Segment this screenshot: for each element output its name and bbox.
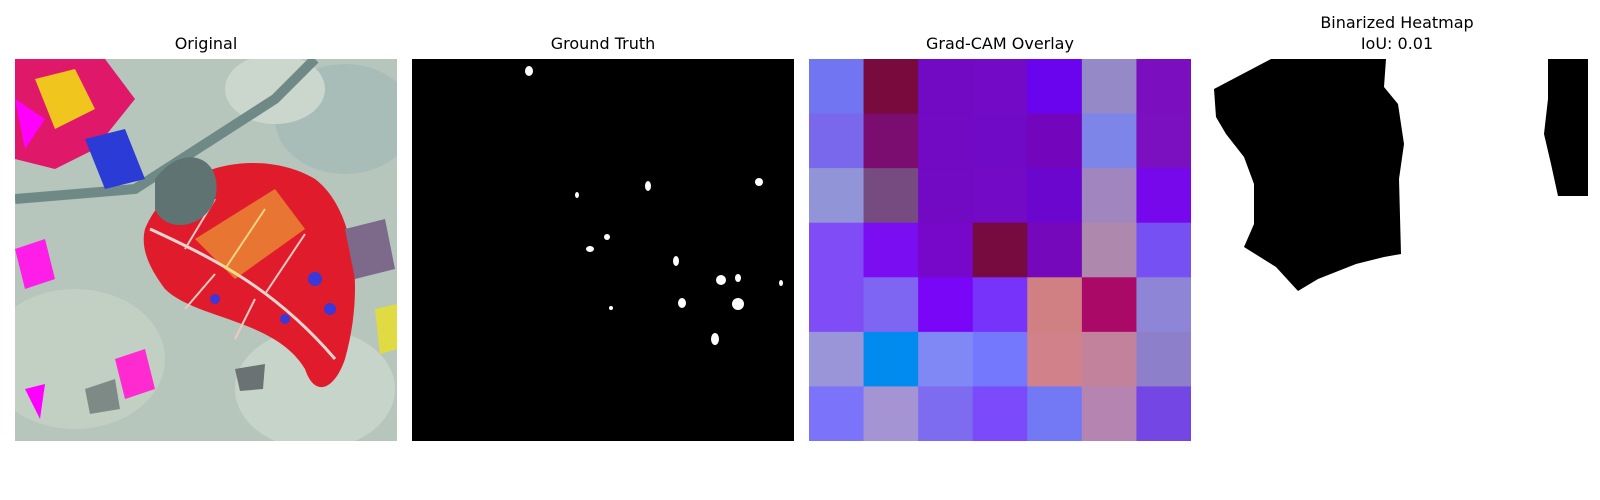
gradcam-cell: [1027, 331, 1083, 387]
gradcam-cell: [1136, 386, 1191, 441]
gradcam-cell: [918, 222, 974, 278]
gradcam-cell: [1081, 331, 1137, 387]
gradcam-cell: [918, 59, 974, 115]
gradcam-cell: [1081, 277, 1137, 333]
original-image: [15, 59, 397, 441]
gradcam-cell: [1027, 386, 1083, 441]
gradcam-cell: [972, 222, 1028, 278]
gradcam-cell: [1136, 59, 1191, 115]
gradcam-cell: [972, 168, 1028, 224]
binarized-region-right: [1544, 59, 1588, 196]
gradcam-cell: [863, 59, 919, 115]
gradcam-cell: [1081, 59, 1137, 115]
gradcam-cell: [1081, 168, 1137, 224]
gradcam-cell: [809, 113, 865, 169]
ground-truth-mask: [412, 59, 794, 441]
gradcam-cell: [809, 222, 865, 278]
gradcam-overlay: [809, 59, 1191, 441]
gradcam-cell: [1136, 113, 1191, 169]
gradcam-cell: [1081, 113, 1137, 169]
gradcam-cell: [809, 277, 865, 333]
gradcam-cell: [1027, 59, 1083, 115]
gradcam-cell: [972, 331, 1028, 387]
gradcam-cell: [918, 331, 974, 387]
gradcam-cell: [1136, 277, 1191, 333]
leaf-illustration: [15, 59, 397, 441]
gradcam-cell: [972, 113, 1028, 169]
gradcam-cell: [1027, 168, 1083, 224]
panel-title-binarized-heatmap: Binarized Heatmap: [1320, 13, 1474, 32]
binarized-heatmap-shapes: [1206, 59, 1588, 441]
gradcam-cell: [972, 386, 1028, 441]
panel-title-ground-truth: Ground Truth: [550, 34, 656, 53]
gradcam-cell: [1027, 113, 1083, 169]
gradcam-cell: [809, 168, 865, 224]
gradcam-cell: [918, 168, 974, 224]
panel-title-original: Original: [174, 34, 238, 53]
gradcam-cell: [972, 59, 1028, 115]
gradcam-cell: [918, 386, 974, 441]
gradcam-cell: [1081, 386, 1137, 441]
binarized-region-main: [1214, 59, 1404, 291]
gradcam-cell: [1136, 168, 1191, 224]
gradcam-cell: [863, 168, 919, 224]
panel-title-gradcam-overlay: Grad-CAM Overlay: [926, 34, 1074, 53]
gradcam-cell: [863, 331, 919, 387]
gradcam-cell: [1136, 331, 1191, 387]
gradcam-grid: [809, 59, 1191, 441]
gradcam-cell: [1081, 222, 1137, 278]
gradcam-cell: [863, 277, 919, 333]
gradcam-cell: [863, 113, 919, 169]
gradcam-cell: [918, 113, 974, 169]
gradcam-cell: [1136, 222, 1191, 278]
gradcam-cell: [863, 386, 919, 441]
gradcam-cell: [809, 59, 865, 115]
ground-truth-spots: [412, 59, 794, 441]
gradcam-cell: [918, 277, 974, 333]
gradcam-cell: [972, 277, 1028, 333]
gradcam-cell: [1027, 222, 1083, 278]
gradcam-cell: [1027, 277, 1083, 333]
gradcam-cell: [809, 386, 865, 441]
binarized-heatmap: [1206, 59, 1588, 441]
gradcam-cell: [809, 331, 865, 387]
panel-subtitle-iou: IoU: 0.01: [1360, 34, 1434, 53]
gradcam-cell: [863, 222, 919, 278]
